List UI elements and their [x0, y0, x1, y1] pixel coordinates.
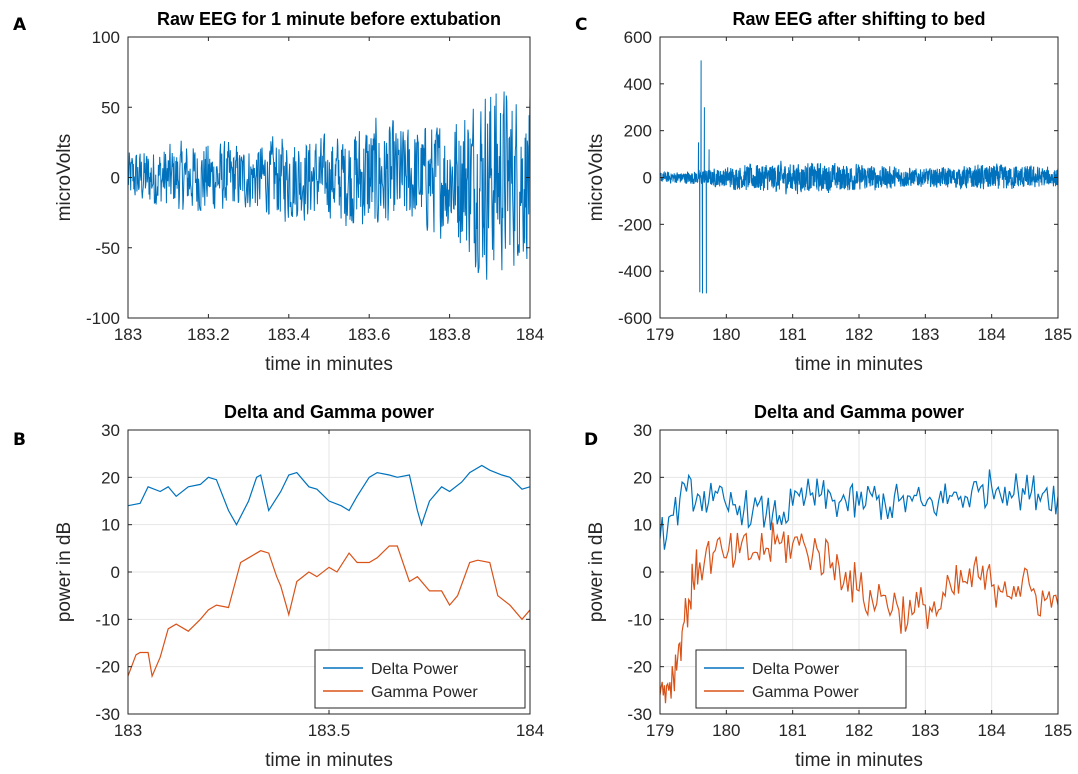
x-tick-label: 183.8: [428, 325, 471, 344]
x-tick-label: 180: [712, 325, 740, 344]
y-tick-label: 30: [101, 421, 120, 440]
x-tick-label: 181: [778, 325, 806, 344]
y-tick-label: 200: [624, 122, 652, 141]
x-tick-label: 180: [712, 721, 740, 740]
x-tick-label: 183.4: [268, 325, 311, 344]
x-axis-label-c: time in minutes: [795, 354, 923, 375]
x-tick-label: 179: [646, 325, 674, 344]
panel-letter-d: D: [584, 430, 599, 450]
x-axis-label-a: time in minutes: [265, 354, 393, 375]
series-line-d-gamma-power: [660, 522, 1058, 704]
x-tick-label: 184: [516, 721, 544, 740]
y-tick-label: 100: [92, 28, 120, 47]
chart-a: 183 183.2 183.4 183.6 183.8 184 -100 -50 0 50 100 R…: [54, 9, 544, 375]
x-axis-label-d: time in minutes: [795, 750, 923, 771]
x-tick-label: 184: [977, 325, 1005, 344]
y-tick-label: 0: [643, 169, 652, 188]
series-line-b-gamma-power: [128, 545, 530, 679]
x-tick-label: 185: [1044, 721, 1072, 740]
y-tick-label: -100: [86, 309, 120, 328]
y-tick-label: 50: [101, 98, 120, 117]
series-line-c-eeg: [660, 60, 1058, 294]
x-tick-label: 183.6: [348, 325, 391, 344]
series-line-a-eeg: [128, 91, 530, 280]
legend-box-d: [695, 649, 907, 709]
chart-d: 179 180 181 182 183 184 185 -30 -20 -10 0 10 20 30 Del…: [586, 402, 1072, 771]
y-tick-label: -30: [627, 705, 652, 724]
y-tick-label: -200: [618, 215, 652, 234]
y-tick-label: -10: [627, 610, 652, 629]
x-tick-label: 182: [845, 721, 873, 740]
y-tick-label: 20: [633, 468, 652, 487]
panel-letter-b: B: [13, 430, 26, 450]
chart-title-a: Raw EEG for 1 minute before extubation: [157, 9, 501, 29]
legend-label: Gamma Power: [371, 684, 478, 701]
legend-box-b: [314, 649, 526, 709]
x-tick-label: 184: [977, 721, 1005, 740]
x-axis-label-b: time in minutes: [265, 750, 393, 771]
y-tick-label: -400: [618, 262, 652, 281]
y-tick-label: -10: [95, 610, 120, 629]
chart-title-c: Raw EEG after shifting to bed: [732, 9, 985, 29]
y-tick-label: 600: [624, 28, 652, 47]
y-axis-label-a: microVolts: [54, 134, 75, 222]
x-tick-label: 184: [516, 325, 544, 344]
x-tick-label: 183: [911, 325, 939, 344]
chart-c: 179 180 181 182 183 184 185 -600 -400 -200 0 200 400…: [586, 9, 1072, 375]
legend-label: Gamma Power: [752, 684, 859, 701]
y-tick-label: 20: [101, 468, 120, 487]
legend-label: Delta Power: [371, 661, 459, 678]
y-tick-label: -30: [95, 705, 120, 724]
y-tick-label: -20: [95, 658, 120, 677]
x-tick-label: 179: [646, 721, 674, 740]
y-tick-label: 0: [111, 563, 120, 582]
y-tick-label: 10: [101, 516, 120, 535]
y-tick-label: 400: [624, 75, 652, 94]
y-axis-label-d: power in dB: [586, 522, 607, 622]
y-axis-label-b: power in dB: [54, 522, 75, 622]
series-line-b-delta-power: [128, 464, 530, 527]
x-tick-label: 183: [911, 721, 939, 740]
y-tick-label: 0: [111, 169, 120, 188]
x-tick-label: 183: [114, 325, 142, 344]
chart-title-d: Delta and Gamma power: [754, 402, 964, 422]
legend-label: Delta Power: [752, 661, 840, 678]
x-tick-label: 182: [845, 325, 873, 344]
x-tick-label: 185: [1044, 325, 1072, 344]
y-tick-label: 30: [633, 421, 652, 440]
series-line-d-delta-power: [660, 469, 1058, 550]
y-axis-label-c: microVolts: [586, 134, 607, 222]
y-tick-label: -600: [618, 309, 652, 328]
panel-letter-c: C: [575, 15, 588, 35]
chart-title-b: Delta and Gamma power: [224, 402, 434, 422]
y-tick-label: -20: [627, 658, 652, 677]
y-tick-label: -50: [95, 239, 120, 258]
panel-letter-a: A: [13, 15, 27, 35]
y-tick-label: 0: [643, 563, 652, 582]
x-tick-label: 183: [114, 721, 142, 740]
x-tick-label: 183.2: [187, 325, 230, 344]
y-tick-label: 10: [633, 516, 652, 535]
x-tick-label: 183.5: [308, 721, 351, 740]
chart-b: 183 183.5 184 -30 -20 -10 0 10 20 30 Delta and Gam…: [54, 402, 544, 771]
x-tick-label: 181: [778, 721, 806, 740]
